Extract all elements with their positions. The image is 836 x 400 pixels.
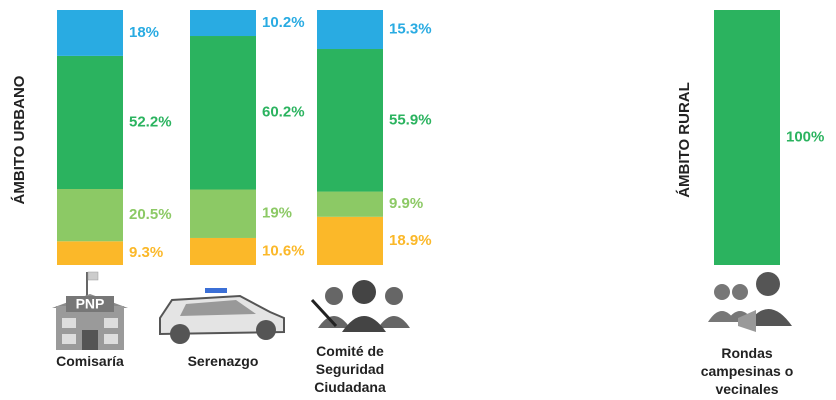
value-label: 10.6% — [262, 242, 305, 259]
icon-sign: PNP — [76, 296, 105, 312]
value-label: 100% — [786, 128, 824, 145]
value-label: 18.9% — [389, 232, 432, 249]
bar-segment — [57, 10, 123, 56]
value-label: 20.5% — [129, 206, 172, 223]
category-label: Comité de Seguridad Ciudadana — [302, 342, 398, 396]
value-label: 52.2% — [129, 113, 172, 130]
value-label: 9.9% — [389, 195, 423, 212]
bar-segment — [190, 190, 256, 238]
value-label: 9.3% — [129, 244, 163, 261]
value-label: 19% — [262, 205, 292, 222]
value-label: 55.9% — [389, 111, 432, 128]
bar-segment — [57, 241, 123, 265]
value-label: 10.2% — [262, 14, 305, 31]
car-icon — [160, 288, 284, 344]
police-station-icon: PNP — [52, 272, 128, 350]
value-label: 15.3% — [389, 20, 432, 37]
bar-segment — [317, 10, 383, 49]
people-icon — [312, 280, 410, 332]
value-label: 18% — [129, 24, 159, 41]
infographic: PNP ÁMBITO URBANO 9.3% 20.5% 52.2% 18% 10.6% 1… — [0, 0, 836, 400]
y-axis-title: ÁMBITO RURAL — [676, 82, 693, 198]
bar-segment — [714, 10, 780, 265]
bar-segment — [190, 36, 256, 190]
bar-segment — [57, 189, 123, 241]
bar-segment — [317, 217, 383, 265]
bar-segment — [317, 192, 383, 217]
value-label: 60.2% — [262, 104, 305, 121]
bar-segment — [190, 238, 256, 265]
bar-segment — [317, 49, 383, 192]
bar-segment — [190, 10, 256, 36]
people-icon — [708, 272, 792, 332]
category-label: Serenazgo — [175, 352, 271, 370]
chart: PNP ÁMBITO URBANO 9.3% 20.5% 52.2% 18% 10.6% 1… — [0, 0, 836, 400]
category-label: Rondas campesinas o vecinales — [699, 344, 795, 398]
category-label: Comisaría — [42, 352, 138, 370]
y-axis-title: ÁMBITO URBANO — [11, 75, 28, 204]
bar-segment — [57, 56, 123, 189]
